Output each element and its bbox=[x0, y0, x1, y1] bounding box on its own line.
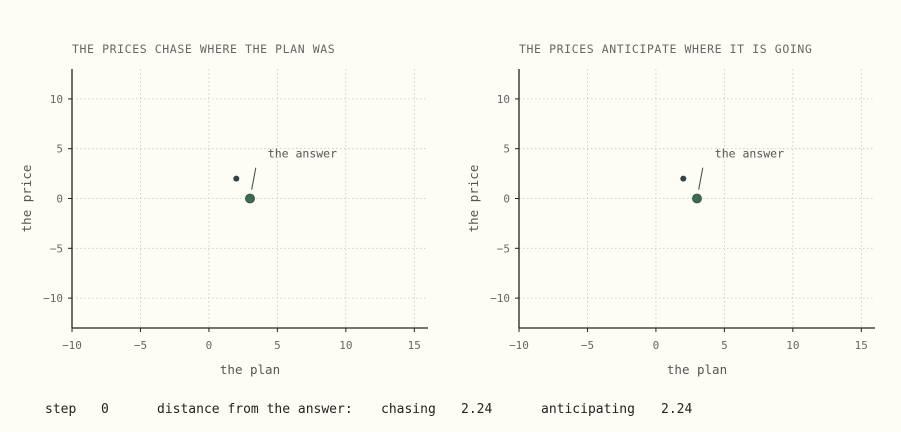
x-tick-label: 10 bbox=[786, 339, 799, 352]
chasing-value: 2.24 bbox=[461, 402, 493, 417]
x-tick-label: −5 bbox=[581, 339, 594, 352]
current-point bbox=[233, 175, 240, 182]
annotation-arrow bbox=[251, 167, 257, 190]
y-tick-label: −5 bbox=[497, 242, 510, 255]
anticipating-value: 2.24 bbox=[661, 402, 693, 417]
y-tick-label: 10 bbox=[497, 93, 510, 106]
y-tick-label: 5 bbox=[503, 143, 510, 156]
x-tick-label: −5 bbox=[134, 339, 147, 352]
chart-panel-2: −10 −5 0 5 10 15 −10 −5 0 5 10 THE PRICES ANTICIPAT… bbox=[466, 42, 875, 377]
y-tick-label: 5 bbox=[56, 143, 63, 156]
annotation-arrow bbox=[698, 167, 704, 190]
status-bar: step 0 distance from the answer: chasing… bbox=[45, 402, 692, 417]
chart-title: THE PRICES ANTICIPATE WHERE IT IS GOING bbox=[519, 42, 812, 56]
y-tick-label: 10 bbox=[50, 93, 63, 106]
anticipating-label: anticipating bbox=[541, 402, 635, 417]
x-axis-label: the plan bbox=[667, 362, 727, 377]
chasing-label: chasing bbox=[381, 402, 436, 417]
x-tick-label: 5 bbox=[721, 339, 728, 352]
y-axis-label: the price bbox=[19, 165, 34, 233]
answer-point bbox=[245, 193, 255, 204]
answer-point bbox=[692, 193, 702, 204]
x-tick-label: 0 bbox=[653, 339, 660, 352]
x-axis-label: the plan bbox=[220, 362, 280, 377]
x-tick-label: 15 bbox=[408, 339, 421, 352]
y-tick-label: −5 bbox=[50, 242, 63, 255]
y-tick-label: 0 bbox=[56, 193, 63, 206]
distance-label: distance from the answer: bbox=[157, 402, 353, 417]
x-tick-label: 15 bbox=[855, 339, 868, 352]
step-label: step bbox=[45, 402, 77, 417]
y-tick-label: 0 bbox=[503, 193, 510, 206]
y-tick-label: −10 bbox=[490, 292, 510, 305]
y-axis-label: the price bbox=[466, 165, 481, 233]
current-point bbox=[680, 175, 687, 182]
x-tick-label: 5 bbox=[274, 339, 281, 352]
annotation-label: the answer bbox=[268, 147, 337, 161]
chart-panel-1: −10 −5 0 5 10 15 −10 −5 0 5 10 THE PRICES CHASE WHE… bbox=[19, 42, 428, 377]
y-tick-label: −10 bbox=[43, 292, 63, 305]
step-value: 0 bbox=[101, 402, 109, 417]
x-tick-label: −10 bbox=[509, 339, 529, 352]
x-tick-label: 10 bbox=[339, 339, 352, 352]
chart-title: THE PRICES CHASE WHERE THE PLAN WAS bbox=[72, 42, 335, 56]
x-tick-label: −10 bbox=[62, 339, 82, 352]
annotation-label: the answer bbox=[715, 147, 784, 161]
x-tick-label: 0 bbox=[206, 339, 213, 352]
